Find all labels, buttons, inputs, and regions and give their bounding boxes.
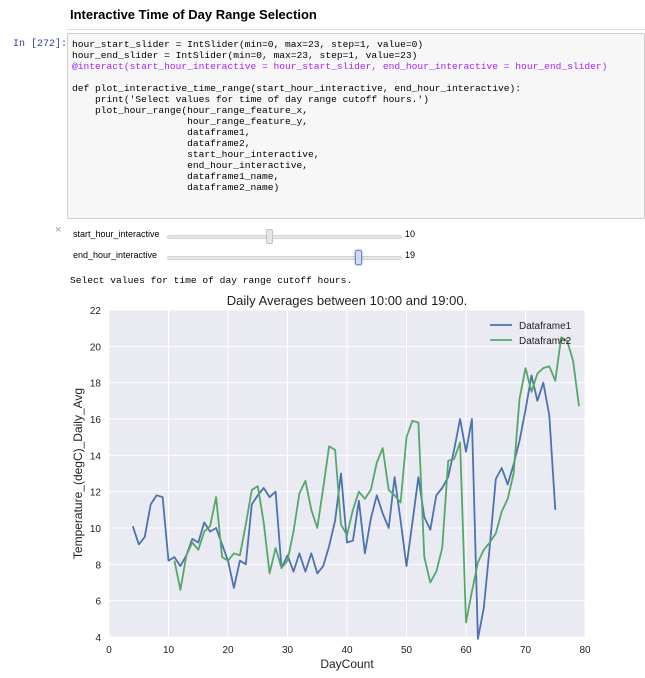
y-tick-label: 6 <box>95 597 101 608</box>
start-hour-slider-value: 10 <box>405 229 416 239</box>
start-hour-slider-handle[interactable] <box>266 229 274 244</box>
output-text: Select values for time of day range cuto… <box>70 275 353 286</box>
x-tick-label: 40 <box>341 645 353 656</box>
end-hour-slider-label: end_hour_interactive <box>73 250 158 260</box>
code-line: hour_range_feature_y, <box>72 116 309 127</box>
code-line: hour_end_slider = IntSlider(min=0, max=2… <box>72 50 418 61</box>
y-tick-label: 16 <box>90 415 102 426</box>
end-hour-slider-track[interactable] <box>167 250 402 265</box>
start-hour-slider-track[interactable] <box>167 229 402 244</box>
close-widget-icon[interactable]: × <box>55 224 62 236</box>
end-hour-slider-row: end_hour_interactive 19 <box>67 247 547 267</box>
y-tick-label: 20 <box>90 342 102 353</box>
x-tick-label: 20 <box>222 645 234 656</box>
y-tick-label: 12 <box>90 488 102 499</box>
series-line-2 <box>173 336 580 624</box>
chart-title: Daily Averages between 10:00 and 19:00. <box>227 293 467 308</box>
end-hour-slider-handle[interactable] <box>354 250 362 265</box>
y-tick-label: 4 <box>95 633 101 644</box>
code-line: dataframe2, <box>72 138 251 149</box>
code-line: hour_start_slider = IntSlider(min=0, max… <box>72 39 424 50</box>
x-tick-label: 50 <box>401 645 413 656</box>
code-cell[interactable]: hour_start_slider = IntSlider(min=0, max… <box>67 33 645 219</box>
code-line: @interact(start_hour_interactive = hour_… <box>72 61 608 72</box>
code-line: plot_hour_range(hour_range_feature_x, <box>72 105 309 116</box>
cell-prompt: In [272]: <box>13 39 68 50</box>
x-axis-label: DayCount <box>320 657 374 671</box>
x-tick-label: 60 <box>460 645 472 656</box>
code-line: end_hour_interactive, <box>72 160 309 171</box>
code-line: dataframe1_name, <box>72 171 280 182</box>
y-tick-label: 14 <box>90 451 102 462</box>
legend-label-2: Dataframe2 <box>519 336 572 347</box>
x-tick-label: 10 <box>163 645 175 656</box>
code-line: start_hour_interactive, <box>72 149 320 160</box>
x-tick-label: 80 <box>579 645 591 656</box>
code-line: dataframe2_name) <box>72 182 280 193</box>
end-hour-slider-value: 19 <box>405 250 416 260</box>
code-editor[interactable]: hour_start_slider = IntSlider(min=0, max… <box>72 39 607 193</box>
cell-heading: Interactive Time of Day Range Selection <box>70 7 317 22</box>
code-line: def plot_interactive_time_range(start_ho… <box>72 83 522 94</box>
y-tick-label: 8 <box>95 560 101 571</box>
legend-label-1: Dataframe1 <box>519 321 572 332</box>
start-hour-slider-label: start_hour_interactive <box>73 229 160 239</box>
y-axis-label: Temperature_(degC)_Daily_Avg <box>71 388 85 559</box>
series-line-1 <box>131 374 557 640</box>
y-tick-label: 22 <box>90 306 102 317</box>
y-tick-label: 10 <box>90 524 102 535</box>
x-tick-label: 0 <box>106 645 112 656</box>
heading-divider <box>67 29 645 30</box>
x-tick-label: 30 <box>282 645 294 656</box>
code-line: print('Select values for time of day ran… <box>72 94 429 105</box>
code-line: dataframe1, <box>72 127 251 138</box>
start-hour-slider-row: start_hour_interactive 10 <box>67 226 547 246</box>
y-tick-label: 18 <box>90 379 102 390</box>
x-tick-label: 70 <box>520 645 532 656</box>
line-chart: 0 10 20 30 40 50 60 70 80 4 6 8 10 12 14 16 18 20 22 Daily … <box>71 293 591 671</box>
